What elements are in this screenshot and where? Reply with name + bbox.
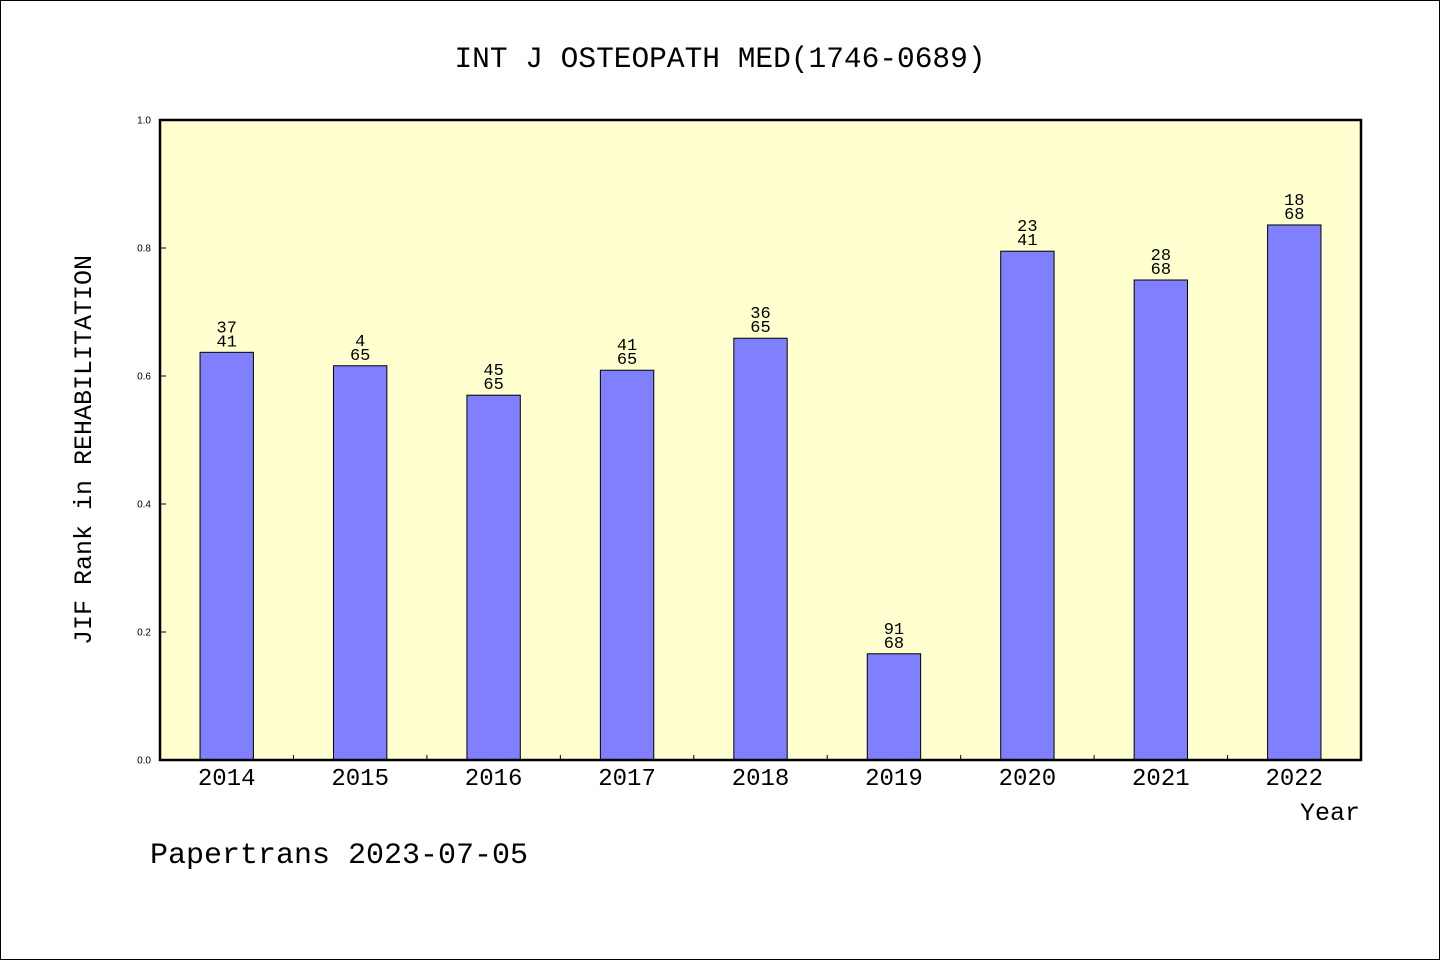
bar-label-rank-2018: 36	[750, 305, 770, 324]
bar-label-rank-2014: 37	[217, 319, 237, 338]
bar-2020	[1000, 250, 1055, 761]
bar-label-rank-2015: 4	[355, 333, 365, 352]
y-tick-label-0.6: 0.6	[137, 372, 151, 383]
bar-label-rank-2016: 45	[483, 362, 503, 381]
y-tick-label-0.4: 0.4	[137, 500, 151, 511]
bar-2018	[733, 337, 788, 761]
bar-label-rank-2020: 23	[1017, 218, 1037, 237]
bar-2021	[1133, 279, 1189, 761]
bar-2017	[599, 369, 655, 761]
x-axis-label: Year	[1300, 799, 1360, 828]
bar-2019	[866, 653, 922, 761]
y-tick-label-0.8: 0.8	[137, 244, 151, 255]
x-tick-label-2018: 2018	[732, 766, 790, 793]
bar-2015	[332, 365, 388, 761]
bar-label-rank-2022: 18	[1284, 192, 1304, 211]
y-tick-label-1.0: 1.0	[137, 116, 151, 127]
bar-label-total-2018: 65	[750, 319, 770, 338]
x-axis: 2014 2015 2016 2017 2018 2019 2020 2021 2022	[198, 755, 1323, 793]
x-tick-label-2017: 2017	[598, 766, 656, 793]
bar-label-rank-2019: 91	[884, 621, 904, 640]
bar-2016	[466, 394, 521, 761]
bar-2022	[1267, 224, 1322, 761]
x-tick-label-2016: 2016	[465, 766, 523, 793]
bar-label-rank-2017: 41	[617, 337, 637, 356]
bar-label-rank-2021: 28	[1151, 247, 1171, 266]
bar-label-total-2015: 65	[350, 347, 370, 366]
footer-watermark: Papertrans 2023-07-05	[150, 839, 528, 873]
bar-label-total-2014: 41	[217, 333, 237, 352]
x-tick-label-2022: 2022	[1265, 766, 1323, 793]
x-tick-label-2020: 2020	[999, 766, 1057, 793]
bar-label-total-2017: 65	[617, 351, 637, 370]
plot-frame	[158, 118, 1363, 762]
bar-label-total-2022: 68	[1284, 206, 1304, 225]
bar-2014	[199, 351, 254, 761]
y-tick-label-0.2: 0.2	[137, 628, 151, 639]
bar-series	[199, 224, 1322, 761]
bar-label-total-2019: 68	[884, 635, 904, 654]
y-tick-label-0.0: 0.0	[137, 756, 151, 767]
bar-label-total-2021: 68	[1151, 261, 1171, 280]
x-tick-label-2021: 2021	[1132, 766, 1190, 793]
chart-title: INT J OSTEOPATH MED(1746-0689)	[454, 42, 985, 76]
y-axis-label: JIF Rank in REHABILITATION	[70, 255, 99, 645]
x-tick-label-2014: 2014	[198, 766, 256, 793]
bar-label-total-2016: 65	[483, 376, 503, 395]
x-tick-label-2019: 2019	[865, 766, 923, 793]
x-tick-label-2015: 2015	[331, 766, 389, 793]
bar-label-total-2020: 41	[1017, 232, 1037, 251]
